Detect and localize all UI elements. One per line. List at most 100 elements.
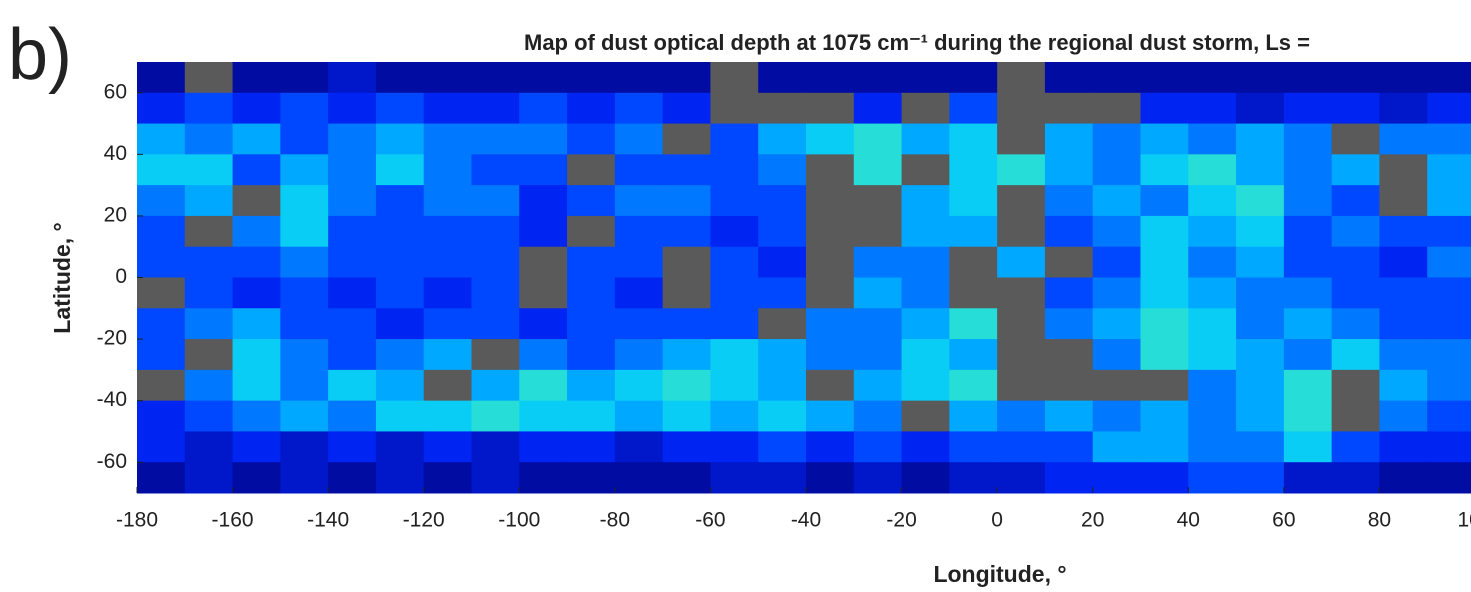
cell bbox=[614, 308, 664, 340]
cell bbox=[614, 431, 664, 463]
cell bbox=[1188, 277, 1237, 309]
cell bbox=[853, 339, 903, 371]
y-tick-label: 60 bbox=[104, 80, 127, 103]
cell bbox=[1427, 154, 1471, 186]
cell bbox=[375, 308, 425, 340]
x-tick-label: -100 bbox=[498, 509, 540, 532]
missing-cell bbox=[471, 339, 520, 371]
cell bbox=[280, 277, 329, 309]
missing-cell bbox=[806, 246, 855, 278]
missing-cell bbox=[710, 92, 759, 125]
cell bbox=[423, 400, 472, 432]
cell bbox=[1331, 246, 1380, 278]
missing-cell bbox=[806, 369, 855, 402]
cell bbox=[997, 431, 1046, 463]
cell bbox=[1044, 277, 1094, 309]
missing-cell bbox=[1044, 246, 1094, 278]
missing-cell bbox=[997, 123, 1046, 155]
missing-cell bbox=[232, 185, 281, 217]
cell bbox=[184, 123, 234, 155]
y-tick-label: -20 bbox=[97, 327, 127, 350]
cell bbox=[1140, 123, 1189, 155]
cell bbox=[1379, 62, 1428, 94]
cell bbox=[471, 431, 520, 463]
cell bbox=[328, 400, 377, 432]
cell bbox=[423, 123, 472, 155]
cell bbox=[567, 462, 616, 494]
cell bbox=[614, 123, 664, 155]
cell bbox=[662, 185, 711, 217]
cell bbox=[232, 246, 281, 278]
y-tick-label: 40 bbox=[104, 142, 127, 165]
cell bbox=[853, 246, 903, 278]
cell bbox=[758, 339, 807, 371]
cell bbox=[519, 308, 568, 340]
cell bbox=[1188, 369, 1237, 402]
cell bbox=[184, 431, 234, 463]
cell bbox=[280, 339, 329, 371]
cell bbox=[1188, 431, 1237, 463]
cell bbox=[1427, 185, 1471, 217]
panel-label: b) bbox=[8, 15, 72, 95]
cell bbox=[853, 431, 903, 463]
cell bbox=[853, 154, 903, 186]
cell bbox=[1427, 92, 1471, 125]
cell bbox=[1092, 185, 1141, 217]
cell bbox=[1283, 462, 1333, 494]
missing-cell bbox=[758, 308, 807, 340]
cell bbox=[328, 246, 377, 278]
missing-cell bbox=[901, 92, 950, 125]
missing-cell bbox=[997, 369, 1046, 402]
cell bbox=[1044, 154, 1094, 186]
cell bbox=[1044, 185, 1094, 217]
cell bbox=[1331, 215, 1380, 248]
cell bbox=[471, 308, 520, 340]
cell bbox=[137, 215, 186, 248]
x-tick-label: -40 bbox=[791, 509, 821, 532]
cell bbox=[1236, 431, 1285, 463]
cell bbox=[519, 154, 568, 186]
cell bbox=[375, 462, 425, 494]
x-tick-label: 20 bbox=[1081, 509, 1104, 532]
cell bbox=[567, 339, 616, 371]
cell bbox=[137, 339, 186, 371]
cell bbox=[662, 369, 711, 402]
cell bbox=[662, 154, 711, 186]
cell bbox=[997, 462, 1046, 494]
cell bbox=[375, 339, 425, 371]
cell bbox=[758, 246, 807, 278]
cell bbox=[519, 215, 568, 248]
cell bbox=[806, 431, 855, 463]
cell bbox=[758, 462, 807, 494]
cell bbox=[375, 277, 425, 309]
cell bbox=[806, 462, 855, 494]
cell bbox=[567, 400, 616, 432]
cell bbox=[901, 431, 950, 463]
cell bbox=[1379, 400, 1428, 432]
missing-cell bbox=[567, 154, 616, 186]
cell bbox=[949, 431, 998, 463]
cell bbox=[519, 185, 568, 217]
cell bbox=[1092, 277, 1141, 309]
cell bbox=[1188, 123, 1237, 155]
cell bbox=[1236, 246, 1285, 278]
cell bbox=[423, 154, 472, 186]
cell bbox=[280, 123, 329, 155]
missing-cell bbox=[1044, 339, 1094, 371]
cell bbox=[901, 369, 950, 402]
cell bbox=[1427, 431, 1471, 463]
cell bbox=[1236, 308, 1285, 340]
missing-cell bbox=[1331, 400, 1380, 432]
cell bbox=[853, 400, 903, 432]
cell bbox=[1236, 339, 1285, 371]
missing-cell bbox=[1044, 92, 1094, 125]
cell bbox=[519, 462, 568, 494]
cell bbox=[328, 277, 377, 309]
cell bbox=[471, 462, 520, 494]
missing-cell bbox=[1331, 369, 1380, 402]
x-tick-label: -80 bbox=[600, 509, 630, 532]
missing-cell bbox=[997, 339, 1046, 371]
cell bbox=[1283, 215, 1333, 248]
cell bbox=[1331, 277, 1380, 309]
cell bbox=[471, 277, 520, 309]
